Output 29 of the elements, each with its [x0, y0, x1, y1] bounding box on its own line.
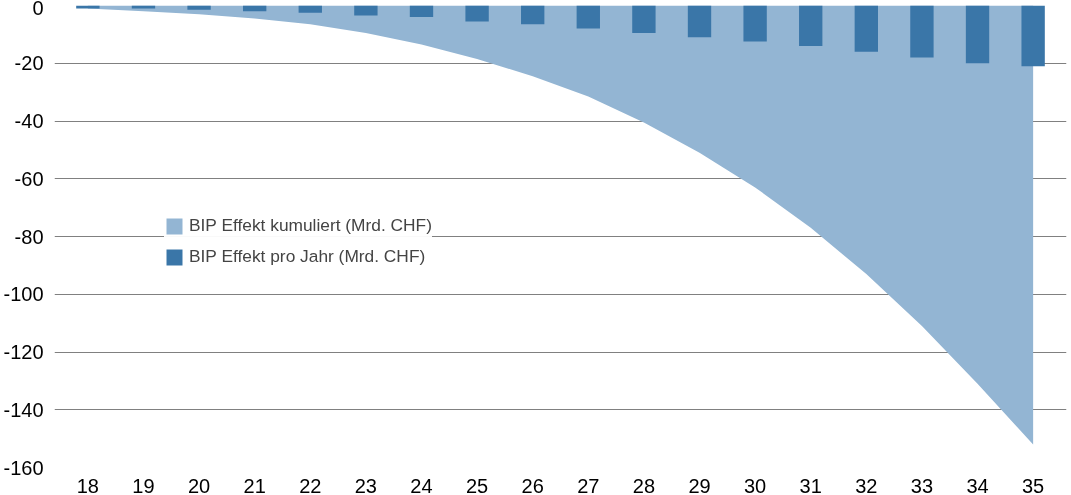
x-tick-label: 24: [410, 474, 433, 495]
y-tick-label: -140: [3, 398, 44, 421]
y-tick-label: -80: [14, 225, 44, 248]
x-tick-label: 21: [243, 474, 266, 495]
x-tick-label: 34: [966, 474, 989, 495]
y-tick-label: 0: [32, 0, 44, 19]
x-tick-label: 23: [354, 474, 378, 495]
x-tick-label: 20: [187, 474, 211, 495]
x-tick-label: 30: [743, 474, 767, 495]
x-tick-label: 32: [855, 474, 878, 495]
x-tick-label: 19: [132, 474, 155, 495]
y-tick-label: -100: [3, 283, 44, 306]
x-tick-label: 29: [688, 474, 711, 495]
x-tick-label: 18: [76, 474, 99, 495]
x-tick-label: 22: [299, 474, 322, 495]
y-tick-label: -60: [14, 167, 44, 190]
x-tick-label: 25: [465, 474, 489, 495]
x-tick-label: 31: [799, 474, 822, 495]
y-tick-label: -40: [14, 110, 44, 132]
legend-label: BIP Effekt kumuliert (Mrd. CHF): [189, 215, 432, 236]
legend-label: BIP Effekt pro Jahr (Mrd. CHF): [189, 246, 426, 267]
x-tick-label: 27: [577, 474, 600, 495]
y-tick-label: -160: [3, 456, 44, 479]
x-tick-label: 26: [521, 474, 544, 495]
x-tick-label: 33: [910, 474, 934, 495]
y-tick-label: -20: [14, 52, 44, 75]
x-tick-label: 28: [632, 474, 656, 495]
y-tick-label: -120: [3, 341, 44, 363]
x-tick-label: 35: [1022, 474, 1045, 495]
